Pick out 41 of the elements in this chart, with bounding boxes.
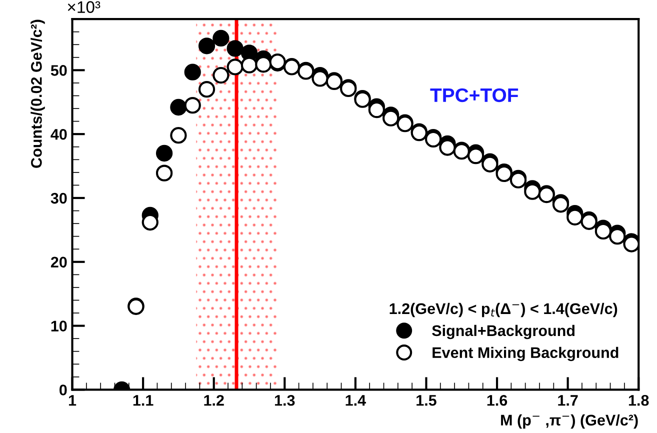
point [170, 127, 187, 144]
point [184, 64, 201, 80]
text: ×10³ [68, 1, 100, 13]
point [198, 81, 216, 98]
point [212, 30, 230, 47]
annotation: TPC+TOF [430, 88, 518, 102]
x-tick-label: 1.8 [628, 394, 649, 406]
point [156, 164, 173, 182]
point [609, 228, 626, 245]
y-axis-title: Counts/(0.02 GeV/c²) [30, 20, 45, 168]
point [198, 38, 216, 54]
y-tick-label: 40 [50, 128, 67, 140]
y-tick-label: 10 [51, 320, 67, 332]
y-tick-label: 20 [50, 256, 67, 268]
x-tick-label: 1.6 [487, 394, 508, 406]
x-tick-label: 1.1 [133, 395, 154, 406]
x-tick-label: 1 [68, 395, 76, 406]
point [184, 96, 201, 114]
point [312, 70, 328, 87]
point [226, 58, 244, 76]
legend-label: Event Mixing Background [432, 346, 618, 362]
x-tick-label: 1.3 [274, 394, 295, 406]
point [226, 40, 244, 57]
point [156, 144, 173, 162]
point [566, 208, 584, 226]
x-tick-label: 1.5 [416, 395, 436, 406]
point [212, 66, 230, 84]
point [524, 183, 541, 200]
x-axis-title: M (p$^{−}$ ,π$^{−}$) (GeV/c²) [501, 414, 638, 429]
point [255, 56, 272, 73]
legend-label: Signal+Background [432, 324, 574, 340]
legend-title: 1.2(GeV/c) < p$_{t}$(Δ$^{−}$) < 1.4(GeV/c) [390, 302, 618, 318]
y-tick-label: 0 [60, 384, 67, 396]
point [439, 139, 456, 156]
y-tick-label: 30 [50, 192, 67, 204]
point [382, 110, 400, 126]
point [170, 98, 187, 116]
x-tick-label: 1.7 [558, 395, 578, 406]
y-tick-label: 50 [50, 65, 67, 76]
x-tick-label: 1.2 [204, 394, 224, 406]
x-tick-label: 1.4 [346, 395, 366, 406]
